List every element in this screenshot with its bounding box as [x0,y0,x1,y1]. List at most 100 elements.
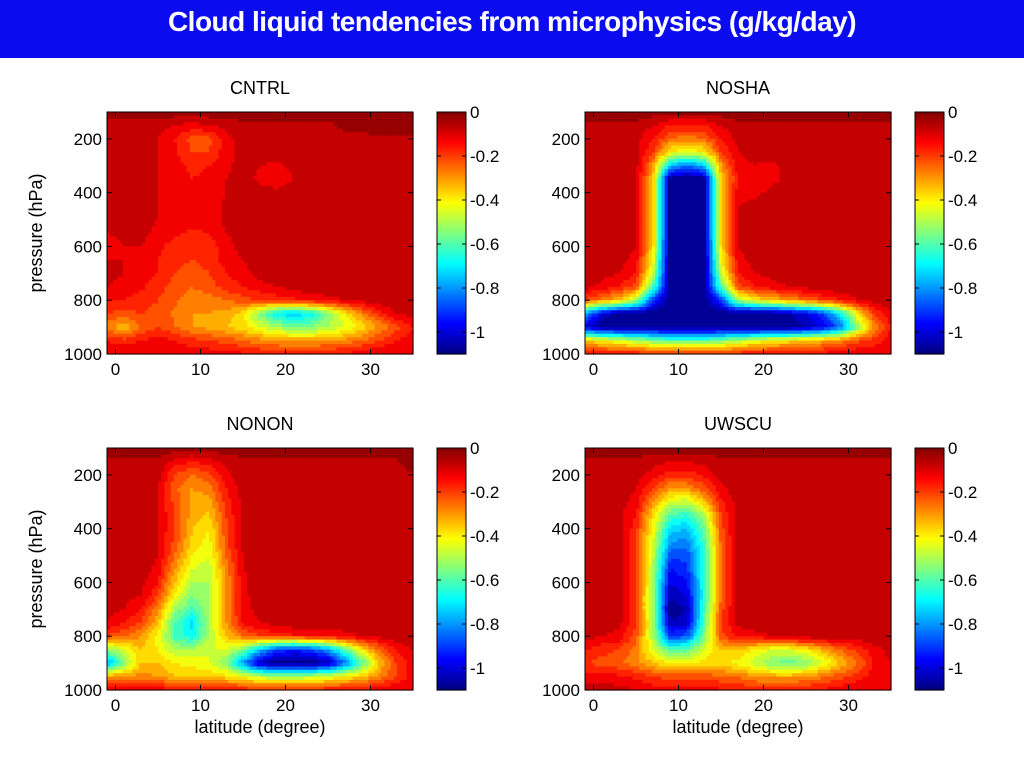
heatmap-cell [282,182,287,187]
heatmap-cell [234,128,239,133]
heatmap-cell [288,118,293,123]
heatmap-cell [113,148,118,153]
heatmap-cell [180,182,185,187]
heatmap-cell [224,179,229,184]
heatmap-cell [215,115,220,120]
heatmap-cell [240,125,245,130]
heatmap-cell [199,148,204,153]
heatmap-cell [288,185,293,190]
heatmap-cell [390,185,395,190]
heatmap-cell [336,122,341,127]
heatmap-cell [116,118,121,123]
heatmap-cell [158,159,162,164]
heatmap-cell [154,162,159,167]
heatmap-cell [397,145,401,150]
heatmap-cell [336,128,341,133]
heatmap-cell [205,135,210,140]
heatmap-cell [164,135,169,140]
heatmap-cell [301,189,306,194]
heatmap-cell [116,152,121,157]
heatmap-cell [205,165,210,170]
heatmap-cell [199,122,204,127]
heatmap-cell [196,169,201,174]
heatmap-cell [135,185,140,190]
heatmap-cell [330,112,334,116]
heatmap-cell [342,192,347,197]
heatmap-cell [151,189,156,194]
heatmap-cell [158,142,162,147]
heatmap-cell [314,189,318,194]
heatmap-cell [107,185,111,190]
heatmap-cell [126,112,130,116]
heatmap-cell [189,125,194,130]
heatmap-cell [154,175,159,180]
heatmap-cell [158,155,162,160]
heatmap-cell [244,135,248,140]
heatmap-cell [263,159,267,164]
heatmap-cell [368,185,373,190]
heatmap-cell [266,172,271,177]
heatmap-cell [377,112,382,116]
heatmap-cell [167,165,172,170]
heatmap-cell [164,155,169,160]
heatmap-cell [311,192,315,197]
heatmap-cell [119,169,124,174]
heatmap-cell [215,189,220,194]
heatmap-cell [282,135,287,140]
heatmap-cell [256,192,261,197]
heatmap-cell [330,128,334,133]
heatmap-cell [397,172,401,177]
heatmap-cell [161,175,165,180]
heatmap-cell [151,122,156,127]
heatmap-cell [317,162,322,167]
heatmap-cell [371,135,376,140]
heatmap-cell [205,155,210,160]
heatmap-cell [193,169,197,174]
heatmap-cell [107,122,111,127]
heatmap-cell [142,122,146,127]
heatmap-cell [390,172,395,177]
heatmap-cell [167,196,172,200]
heatmap-cell [234,182,239,187]
heatmap-cell [145,132,150,137]
heatmap-cell [362,152,366,157]
heatmap-cell [282,145,287,150]
heatmap-cell [142,192,146,197]
heatmap-cell [352,148,357,153]
heatmap-cell [333,142,338,147]
heatmap-cell [304,182,309,187]
heatmap-cell [145,192,150,197]
heatmap-cell [244,152,248,157]
heatmap-cell [279,192,283,197]
heatmap-cell [231,138,236,143]
heatmap-cell [212,192,216,197]
heatmap-cell [333,128,338,133]
heatmap-cell [186,142,191,147]
heatmap-cell [202,175,207,180]
heatmap-cell [196,172,201,177]
heatmap-cell [237,115,242,120]
heatmap-cell [189,112,194,116]
heatmap-cell [346,112,350,116]
heatmap-cell [317,142,322,147]
heatmap-cell [122,196,127,200]
heatmap-cell [189,192,194,197]
heatmap-cell [209,115,213,120]
heatmap-cell [250,145,255,150]
heatmap-cell [119,145,124,150]
heatmap-cell [349,138,354,143]
heatmap-cell [260,165,264,170]
heatmap-cell [358,148,363,153]
heatmap-cell [358,128,363,133]
heatmap-cell [119,162,124,167]
heatmap-cell [240,155,245,160]
heatmap-cell [317,192,322,197]
heatmap-cell [339,142,344,147]
heatmap-cell [323,185,328,190]
heatmap-cell [142,172,146,177]
heatmap-cell [336,159,341,164]
heatmap-cell [301,169,306,174]
heatmap-cell [409,182,414,187]
heatmap-cell [154,152,159,157]
heatmap-cell [186,138,191,143]
